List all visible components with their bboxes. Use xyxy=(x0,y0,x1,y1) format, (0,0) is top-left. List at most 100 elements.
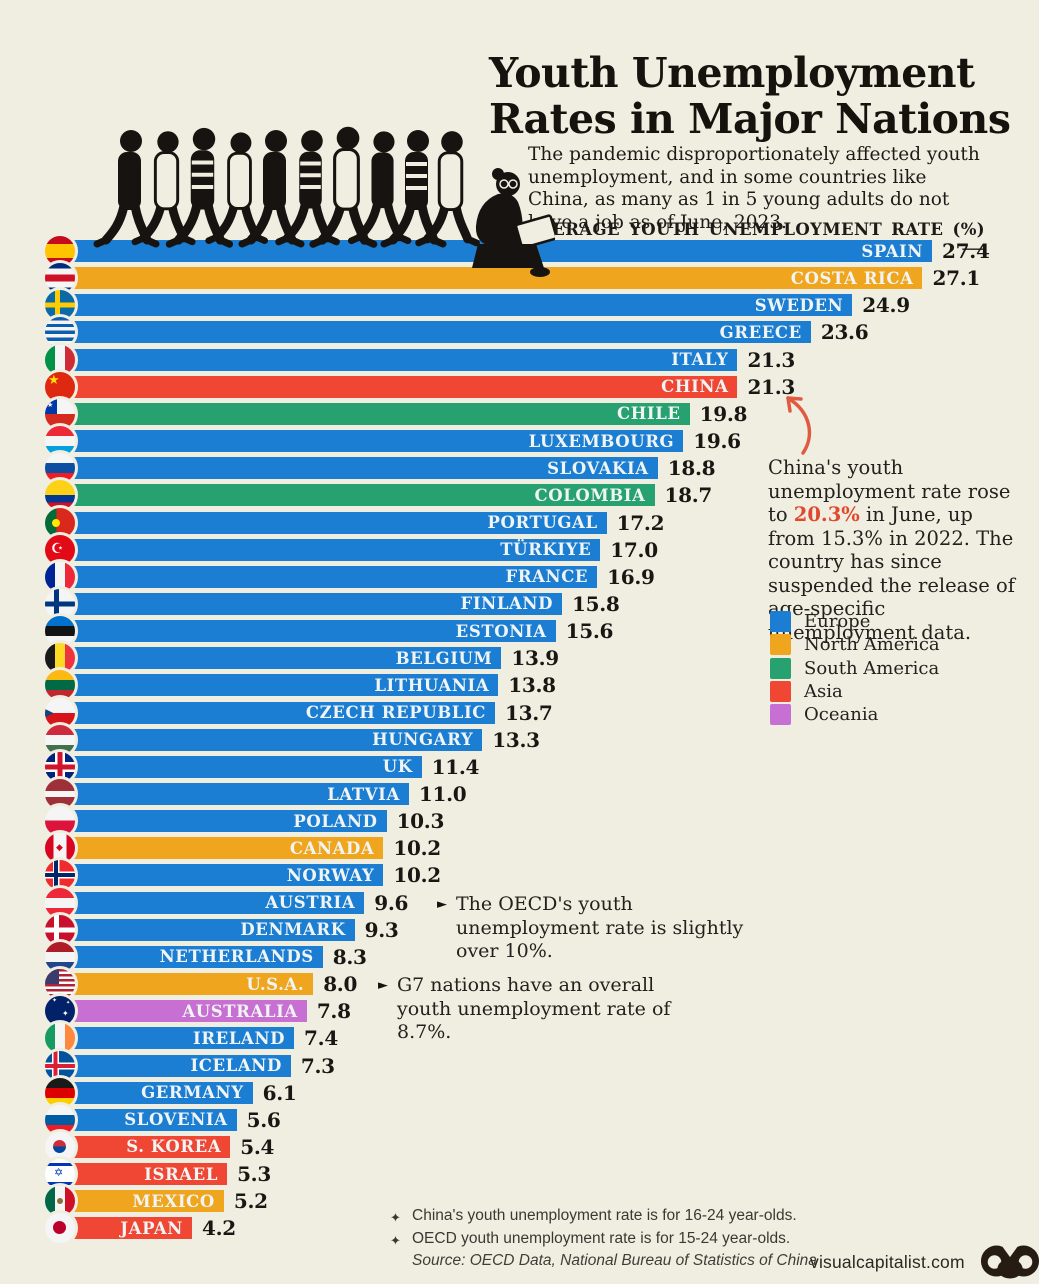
country-label: FRANCE xyxy=(505,567,589,587)
country-label: SLOVAKIA xyxy=(547,458,649,478)
bar-slovakia: SLOVAKIA xyxy=(58,457,658,480)
value-label: 21.3 xyxy=(747,374,795,399)
bar-estonia: ESTONIA xyxy=(58,620,556,643)
legend-label: Oceania xyxy=(804,704,879,726)
legend-label: North America xyxy=(804,634,940,656)
page-title: Youth Unemployment Rates in Major Nation… xyxy=(489,50,1011,142)
value-label: 5.2 xyxy=(233,1189,268,1214)
bar-row-poland: POLAND 10.3 xyxy=(0,803,1039,840)
visual-capitalist-logo xyxy=(980,1243,1039,1279)
china-annotation-text-after: in June, up from 15.3% in 2022. The coun… xyxy=(768,503,1015,644)
bar-china: CHINA xyxy=(58,375,738,398)
bar-row-slovenia: SLOVENIA 5.6 xyxy=(0,1101,1039,1138)
flag-emblem xyxy=(45,969,59,985)
flag-emblem: ◆ xyxy=(56,842,63,853)
bar-row-china: CHINA 21.3 ★ xyxy=(0,368,1039,405)
bar-australia: AUSTRALIA xyxy=(58,1000,307,1023)
star-marker-icon: ✦ xyxy=(390,1210,401,1225)
legend-label: Asia xyxy=(804,681,843,703)
country-label: ICELAND xyxy=(190,1056,282,1075)
legend-swatch xyxy=(770,611,791,633)
bar-greece: GREECE xyxy=(58,321,811,344)
bar-row-greece: GREECE 23.6 xyxy=(0,314,1039,351)
flag-emblem: ✦ xyxy=(66,1000,71,1007)
bar-row-spain: SPAIN 27.4 xyxy=(0,233,1039,269)
g7-annotation: ► G7 nations have an overall youth unemp… xyxy=(378,974,707,1045)
value-label: 21.3 xyxy=(747,347,795,372)
country-label: LITHUANIA xyxy=(374,675,490,695)
bar-row-sweden: SWEDEN 24.9 xyxy=(0,287,1039,324)
value-label: 23.6 xyxy=(820,320,869,345)
country-label: JAPAN xyxy=(120,1218,183,1238)
bar-row-czech-republic: CZECH REPUBLIC 13.7 ► xyxy=(0,694,1039,731)
value-label: 19.6 xyxy=(693,429,741,454)
value-label: 13.3 xyxy=(492,727,540,752)
bar-row-austria: AUSTRIA 9.6 xyxy=(0,884,1039,921)
bar-row-denmark: DENMARK 9.3 xyxy=(0,911,1039,948)
flag-emblem: ✡ xyxy=(54,1167,64,1180)
bar-portugal: PORTUGAL xyxy=(58,511,607,534)
country-label: HUNGARY xyxy=(372,730,474,750)
bar-row-latvia: LATVIA 11.0 xyxy=(0,776,1039,812)
bar-italy: ITALY xyxy=(58,348,738,371)
turkiye-flag-icon: ☪ xyxy=(42,531,78,568)
bar-row-finland: FINLAND 15.8 xyxy=(0,585,1039,622)
bar-finland: FINLAND xyxy=(58,592,563,615)
bar-israel: ISRAEL xyxy=(58,1163,228,1186)
bar-mexico: MEXICO xyxy=(58,1190,224,1213)
bar-germany: GERMANY xyxy=(58,1081,253,1104)
value-label: 7.3 xyxy=(300,1053,335,1078)
value-label: 11.0 xyxy=(418,782,467,806)
bar-canada: CANADA xyxy=(58,837,384,860)
country-label: CANADA xyxy=(289,838,375,858)
arrow-bullet-icon: ► xyxy=(437,897,447,912)
bar-row-germany: GERMANY 6.1 xyxy=(0,1074,1039,1111)
legend-item-asia: Asia xyxy=(770,680,940,703)
branding: visualcapitalist.com xyxy=(810,1240,1039,1284)
japan-flag-icon xyxy=(42,1210,78,1247)
footnotes: ✦ China's youth unemployment rate is for… xyxy=(390,1206,817,1272)
country-label: FINLAND xyxy=(460,594,554,614)
bar-row-japan: JAPAN 4.2 xyxy=(0,1210,1039,1247)
legend-label: Europe xyxy=(804,611,871,633)
value-label: 13.9 xyxy=(511,646,559,671)
footnote-line: ✦ OECD youth unemployment rate is for 15… xyxy=(390,1229,817,1252)
flag-emblem xyxy=(53,1139,66,1153)
legend-item-europe: Europe xyxy=(770,610,940,633)
value-label: 5.4 xyxy=(240,1134,275,1159)
bar-row-norway: NORWAY 10.2 xyxy=(0,857,1039,894)
axis-label-text: AVERAGE YOUTH UNEMPLOYMENT RATE (%) xyxy=(527,220,985,239)
subtitle: The pandemic disproportionately affected… xyxy=(528,144,980,233)
bar-austria: AUSTRIA xyxy=(58,891,365,914)
legend-label: South America xyxy=(804,657,940,679)
bar-turkiye: TÜRKIYE xyxy=(58,538,601,561)
country-label: IRELAND xyxy=(193,1028,286,1048)
bar-denmark: DENMARK xyxy=(58,918,355,941)
country-label: DENMARK xyxy=(240,920,346,940)
country-label: MEXICO xyxy=(132,1191,215,1211)
legend-item-south-america: South America xyxy=(770,657,940,680)
oecd-annotation: ► The OECD's youth unemployment rate is … xyxy=(437,893,748,964)
china-annotation-text: China's youth unemployment rate rose to xyxy=(768,456,1011,526)
bar-south-korea: S. KOREA xyxy=(58,1135,231,1158)
value-label: 18.8 xyxy=(667,456,716,481)
value-label: 5.6 xyxy=(246,1107,281,1132)
value-label: 8.3 xyxy=(332,944,367,969)
bar-row-turkiye: TÜRKIYE 17.0 ☪ xyxy=(0,531,1039,568)
country-label: NORWAY xyxy=(286,865,375,885)
legend-swatch xyxy=(770,657,791,679)
bar-chile: CHILE xyxy=(58,402,690,425)
bar-czech-republic: CZECH REPUBLIC xyxy=(58,701,496,724)
legend-swatch xyxy=(770,681,791,703)
source-attribution: Source: OECD Data, National Bureau of St… xyxy=(412,1252,817,1269)
value-label: 4.2 xyxy=(201,1216,236,1241)
flag-emblem xyxy=(45,398,57,414)
country-label: CZECH REPUBLIC xyxy=(305,703,487,723)
china-annotation: China's youth unemployment rate rose to … xyxy=(768,456,1016,644)
value-label: 8.0 xyxy=(323,972,358,997)
visualcapitalist-link[interactable]: visualcapitalist.com xyxy=(810,1251,965,1272)
country-label: TÜRKIYE xyxy=(500,540,592,560)
bar-row-hungary: HUNGARY 13.3 xyxy=(0,721,1039,758)
